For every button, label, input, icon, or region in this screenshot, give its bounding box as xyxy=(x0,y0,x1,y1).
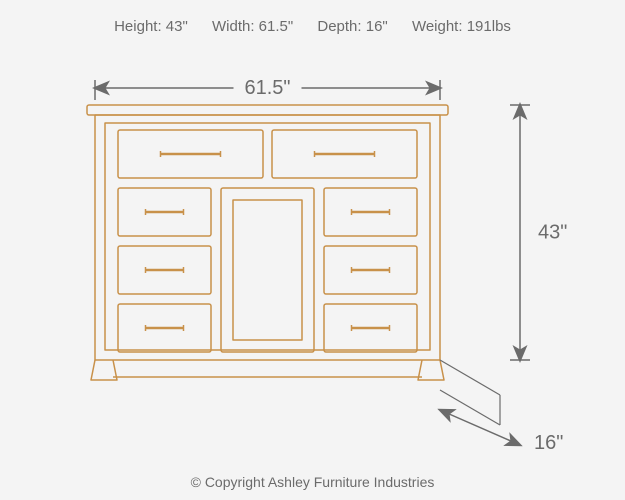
furniture-diagram: 61.5" 43" 16" xyxy=(0,50,625,470)
spec-height-value: 43" xyxy=(166,18,188,35)
spec-weight-value: 191lbs xyxy=(467,18,511,35)
spec-depth-label: Depth: xyxy=(317,18,361,35)
spec-height: Height: 43" xyxy=(114,18,192,35)
height-dimension-label: 43" xyxy=(538,222,567,244)
spec-depth: Depth: 16" xyxy=(317,18,392,35)
spec-height-label: Height: xyxy=(114,18,162,35)
spec-depth-value: 16" xyxy=(366,18,388,35)
width-dimension-label: 61.5" xyxy=(244,77,290,99)
spec-width-value: 61.5" xyxy=(259,18,294,35)
spec-width-label: Width: xyxy=(212,18,255,35)
diagram-area: 61.5" 43" 16" xyxy=(0,50,625,470)
depth-dimension-label: 16" xyxy=(534,432,563,454)
spec-weight-label: Weight: xyxy=(412,18,463,35)
spec-weight: Weight: 191lbs xyxy=(412,18,511,35)
spec-width: Width: 61.5" xyxy=(212,18,297,35)
spec-row: Height: 43" Width: 61.5" Depth: 16" Weig… xyxy=(0,0,625,35)
copyright-text: © Copyright Ashley Furniture Industries xyxy=(0,474,625,490)
